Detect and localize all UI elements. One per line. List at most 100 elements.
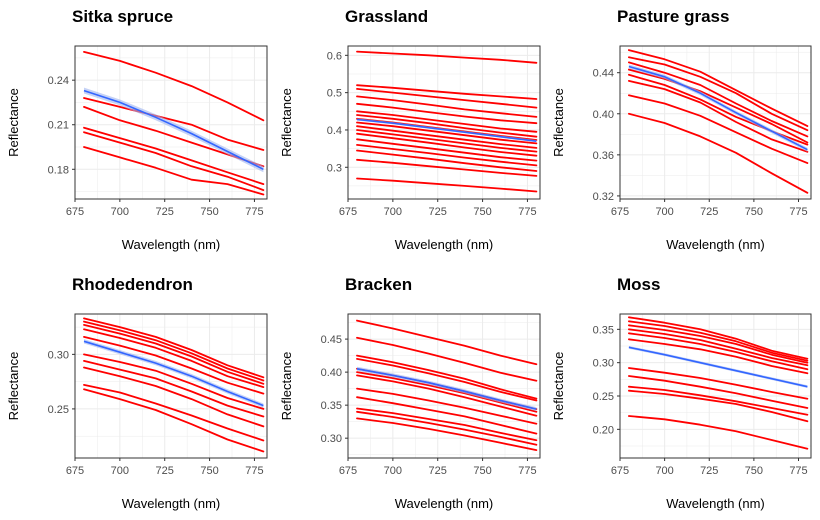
series-line-4 [628, 332, 809, 371]
x-axis-label: Wavelength (nm) [666, 496, 765, 511]
y-axis-label: Reflectance [551, 88, 566, 157]
series-line-9 [356, 125, 538, 149]
x-tick-label: 725 [429, 465, 447, 477]
x-tick-label: 675 [66, 206, 84, 218]
y-tick-label: 0.20 [593, 424, 614, 436]
series-line-1 [628, 56, 809, 132]
y-tick-label: 0.30 [321, 433, 342, 445]
series-line-1 [83, 97, 265, 151]
x-tick-label: 700 [655, 206, 673, 218]
x-tick-label: 750 [745, 206, 763, 218]
series-line-9 [628, 389, 809, 423]
series-line-8 [356, 121, 538, 145]
x-tick-label: 700 [384, 206, 402, 218]
series-line-14 [356, 149, 538, 172]
x-tick-label: 675 [339, 465, 357, 477]
x-tick-label: 700 [655, 465, 673, 477]
series-line-13 [356, 143, 538, 167]
series-line-8 [628, 385, 809, 416]
y-tick-label: 0.30 [593, 358, 614, 370]
y-axis-label: Reflectance [6, 352, 21, 421]
series-line-0 [83, 51, 265, 122]
x-tick-label: 725 [156, 206, 174, 218]
series-line-5 [628, 338, 809, 375]
panel-4: 675 700 725 750 775 0.30 0.35 0.40 0.45 Bracken Wa… [279, 275, 541, 511]
series-line-10 [628, 415, 809, 450]
series-line-3 [628, 68, 809, 144]
mean-line [628, 65, 808, 151]
x-axis-label: Wavelength (nm) [122, 237, 221, 252]
series-line-1 [628, 320, 809, 362]
series-line-10 [356, 410, 538, 446]
panel-title: Bracken [345, 275, 412, 294]
x-tick-label: 775 [245, 206, 263, 218]
x-axis-label: Wavelength (nm) [666, 237, 765, 252]
series-line-11 [356, 132, 538, 157]
panel-border [619, 45, 812, 200]
series-line-0 [356, 50, 538, 64]
series-line-4 [356, 102, 538, 125]
x-axis-label: Wavelength (nm) [122, 496, 221, 511]
series-line-2 [628, 324, 809, 364]
series-line-5 [356, 371, 538, 413]
y-tick-label: 0.35 [321, 400, 342, 412]
x-tick-label: 750 [200, 206, 218, 218]
y-tick-label: 0.40 [321, 367, 342, 379]
series-line-16 [356, 177, 538, 193]
mean-line [356, 368, 537, 410]
y-axis-label: Reflectance [551, 352, 566, 421]
panel-title: Moss [617, 275, 660, 294]
y-tick-label: 0.21 [48, 120, 69, 132]
y-tick-label: 0.25 [593, 391, 614, 403]
y-tick-label: 0.45 [321, 334, 342, 346]
x-tick-label: 775 [789, 465, 807, 477]
panel-title: Rhodedendron [72, 275, 193, 294]
x-tick-label: 750 [473, 206, 491, 218]
panel-background [75, 314, 267, 458]
series-line-0 [356, 319, 538, 366]
series-line-6 [628, 94, 809, 165]
series-line-9 [356, 407, 538, 442]
series-line-7 [83, 366, 265, 428]
x-tick-label: 775 [518, 465, 536, 477]
series-line-6 [83, 359, 265, 418]
panel-border [347, 45, 541, 200]
x-tick-label: 725 [700, 465, 718, 477]
y-tick-label: 0.18 [48, 164, 69, 176]
series-line-6 [628, 367, 809, 400]
x-tick-label: 675 [339, 206, 357, 218]
series-line-15 [356, 158, 538, 177]
series-line-0 [628, 316, 809, 360]
x-tick-label: 700 [384, 465, 402, 477]
series-line-3 [83, 328, 265, 389]
series-line-3 [83, 126, 265, 186]
series-line-11 [356, 417, 538, 452]
x-axis-label: Wavelength (nm) [395, 496, 494, 511]
series-line-7 [356, 387, 538, 425]
series-line-4 [83, 131, 265, 192]
mean-line [628, 346, 808, 388]
y-tick-label: 0.30 [48, 349, 69, 361]
series-line-7 [628, 375, 809, 409]
series-line-2 [628, 61, 809, 138]
x-tick-label: 725 [429, 206, 447, 218]
series-line-2 [356, 354, 538, 400]
x-tick-label: 750 [473, 465, 491, 477]
series-line-5 [628, 80, 809, 153]
series-line-6 [356, 114, 538, 138]
y-axis-label: Reflectance [279, 88, 294, 157]
panel-title: Grassland [345, 7, 428, 26]
mean-line [83, 340, 264, 407]
panel-1: 675 700 725 750 775 0.3 0.4 0.5 0.6 Grassland Wave… [279, 7, 541, 252]
y-tick-label: 0.6 [327, 50, 342, 62]
series-line-9 [83, 388, 265, 453]
series-line-8 [83, 383, 265, 442]
series-line-4 [83, 335, 265, 395]
x-tick-label: 775 [245, 465, 263, 477]
series-line-3 [356, 95, 538, 118]
mean-ribbon [84, 339, 264, 408]
series-line-2 [356, 88, 538, 109]
y-tick-label: 0.32 [593, 191, 614, 203]
y-tick-label: 0.44 [593, 68, 614, 80]
series-line-1 [356, 84, 538, 100]
